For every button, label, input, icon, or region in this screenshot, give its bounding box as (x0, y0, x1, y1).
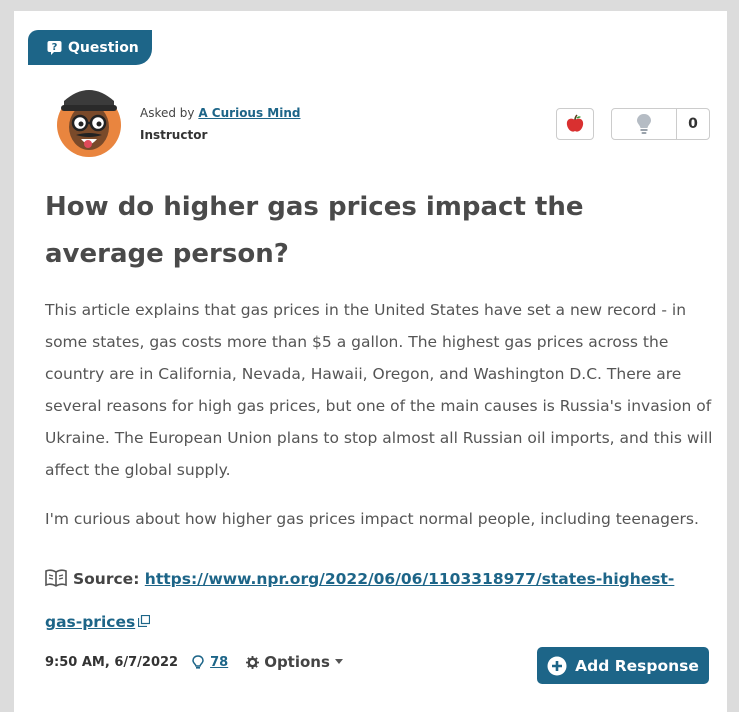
external-link-icon (138, 614, 151, 628)
source: Source: https://www.npr.org/2022/06/06/1… (45, 558, 705, 644)
apple-icon (566, 114, 584, 132)
tag-label: Question (68, 39, 139, 56)
paragraph: I'm curious about how higher gas prices … (45, 510, 699, 528)
responses-count[interactable]: 78 (210, 654, 229, 670)
plus-icon (547, 656, 567, 675)
book-icon (45, 569, 67, 587)
footer: 9:50 AM, 6/7/2022 78 Options (45, 653, 343, 671)
add-response-label: Add Response (575, 656, 699, 675)
paragraph: This article explains that gas prices in… (45, 301, 713, 479)
lightbulb-count: 0 (688, 116, 698, 132)
options-menu[interactable]: Options (246, 653, 343, 671)
gear-icon (246, 655, 260, 669)
options-label: Options (264, 653, 330, 671)
lightbulb-icon (637, 114, 651, 134)
timestamp: 9:50 AM, 6/7/2022 (45, 654, 179, 670)
question-card: ? Question Asked by A Curious Mind Instr… (14, 11, 727, 712)
lightbulb-button[interactable]: 0 (611, 108, 710, 140)
source-label: Source: (73, 570, 140, 588)
dropdown-caret (334, 659, 343, 664)
question-icon: ? (47, 41, 62, 55)
author-role: Instructor (140, 128, 208, 142)
responses-icon (192, 655, 204, 669)
source-link[interactable]: https://www.npr.org/2022/06/06/110331897… (45, 570, 675, 631)
apple-button[interactable] (556, 108, 594, 140)
svg-text:?: ? (52, 42, 58, 53)
lightbulb-icon-wrap (612, 109, 677, 139)
avatar (57, 90, 121, 157)
question-title: How do higher gas prices impact the aver… (45, 192, 584, 269)
asked-by: Asked by A Curious Mind (140, 106, 300, 120)
asked-by-prefix: Asked by (140, 106, 195, 120)
add-response-button[interactable]: Add Response (537, 647, 709, 684)
question-tag: ? Question (28, 30, 152, 65)
author-link[interactable]: A Curious Mind (198, 106, 301, 120)
